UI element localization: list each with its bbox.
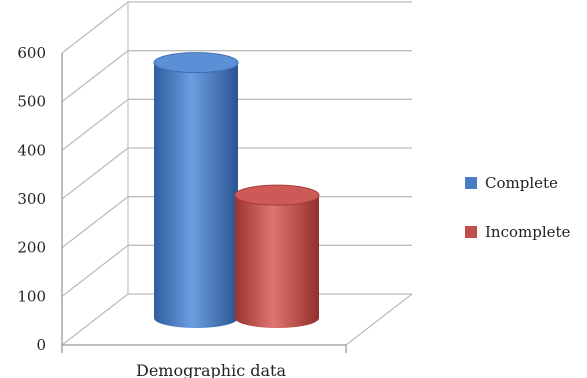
bars xyxy=(153,52,320,329)
y-tick-label: 300 xyxy=(17,190,46,208)
bar-top xyxy=(234,184,320,206)
y-tick-label: 200 xyxy=(17,239,46,257)
bar-top xyxy=(153,52,239,74)
bar-body xyxy=(154,62,238,329)
bar-complete xyxy=(153,52,239,329)
gridline-side xyxy=(61,147,129,200)
legend-label-incomplete: Incomplete xyxy=(485,223,571,241)
gridline-side xyxy=(61,98,129,151)
legend-swatch-incomplete xyxy=(465,226,477,238)
y-tick-label: 500 xyxy=(17,93,46,111)
legend: Complete Incomplete xyxy=(465,172,570,270)
gridline-side xyxy=(61,196,129,249)
floor-right-edge xyxy=(345,293,413,346)
bar-incomplete xyxy=(234,184,320,328)
gridline-side xyxy=(61,244,129,297)
y-tick-label: 400 xyxy=(17,141,46,159)
gridline-side xyxy=(61,293,129,346)
gridline-side xyxy=(61,1,129,54)
legend-swatch-complete xyxy=(465,177,477,189)
labels: 0 100 200 300 400 500 600 Demographic data xyxy=(17,44,286,378)
legend-label-complete: Complete xyxy=(485,174,558,192)
x-category-label: Demographic data xyxy=(136,361,286,378)
legend-item-complete: Complete xyxy=(465,172,570,194)
y-tick-label: 100 xyxy=(17,287,46,305)
y-tick-label: 0 xyxy=(36,336,46,354)
axes xyxy=(61,53,347,353)
gridline-side xyxy=(61,50,129,103)
y-tick-label: 600 xyxy=(17,44,46,62)
bar-body xyxy=(235,195,319,328)
legend-item-incomplete: Incomplete xyxy=(465,221,570,243)
